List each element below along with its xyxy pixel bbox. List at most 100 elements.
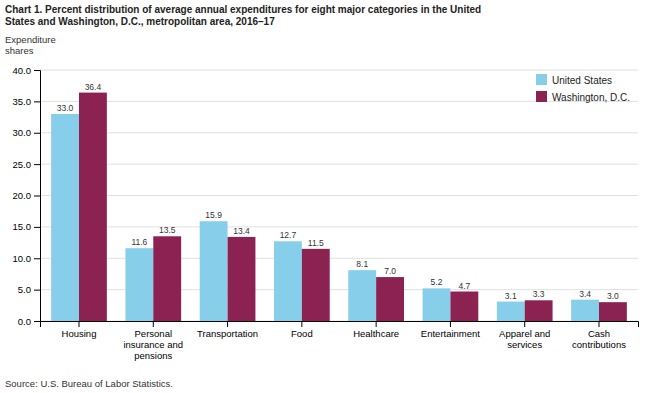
data-label: 3.1 [505, 291, 517, 301]
legend: United StatesWashington, D.C. [536, 74, 630, 103]
grid-line [40, 195, 638, 196]
x-tick: Entertainment [421, 321, 481, 339]
data-label: 33.0 [57, 103, 74, 113]
y-tick: 15.0 [13, 221, 41, 232]
y-tick-mark [34, 227, 40, 228]
grid-line [40, 70, 638, 71]
x-tick-label-line: services [507, 339, 542, 350]
y-tick: 5.0 [18, 284, 40, 295]
y-axis-title-line: shares [5, 45, 34, 56]
data-label: 15.9 [205, 210, 222, 220]
x-tick-label-line: Cash [588, 328, 610, 339]
x-tick-label: Healthcare [353, 328, 399, 339]
y-tick-mark [34, 164, 40, 165]
y-tick: 40.0 [13, 65, 41, 76]
x-tick-mark [79, 321, 80, 327]
plot: 33.011.615.912.78.15.23.13.436.413.513.4… [13, 65, 639, 361]
x-tick-label-line: Entertainment [421, 328, 481, 339]
x-tick-label-line: Food [291, 328, 313, 339]
bar [51, 114, 79, 321]
bar [450, 292, 478, 321]
y-tick: 0.0 [18, 316, 40, 327]
x-tick-label-line: Personal [135, 328, 173, 339]
x-tick-mark [599, 321, 600, 327]
grid-line [40, 226, 638, 227]
x-tick-label: Food [291, 328, 313, 339]
bar [376, 277, 404, 321]
x-tick: Housing [62, 321, 97, 339]
y-tick-mark [34, 258, 40, 259]
x-tick-label-line: Apparel and [499, 328, 550, 339]
x-tick-mark [301, 321, 302, 327]
y-axis-title-line: Expenditure [5, 34, 56, 45]
y-tick-mark [34, 196, 40, 197]
grid [40, 70, 638, 321]
data-label: 3.3 [533, 289, 545, 299]
annotation: Source: U.S. Bureau of Labor Statistics. [5, 378, 173, 389]
bar [497, 302, 525, 321]
y-tick-label: 10.0 [13, 253, 32, 264]
x-tick: Healthcare [353, 321, 399, 339]
bar [274, 241, 302, 321]
bar [423, 288, 451, 321]
y-tick: 20.0 [13, 190, 41, 201]
x-tick-label-line: pensions [134, 350, 172, 361]
data-label: 4.7 [458, 281, 470, 291]
y-tick-mark [34, 101, 40, 102]
x-tick-label: Apparel andservices [499, 328, 550, 350]
data-label: 36.4 [85, 82, 102, 92]
y-tick: 25.0 [13, 159, 41, 170]
data-label: 8.1 [356, 259, 368, 269]
x-tick-mark [376, 321, 377, 327]
x-tick-label-line: Housing [62, 328, 97, 339]
y-tick-label: 5.0 [18, 284, 31, 295]
data-label: 7.0 [384, 266, 396, 276]
x-tick-mark [524, 321, 525, 327]
legend-swatch [536, 91, 547, 102]
legend-label: Washington, D.C. [552, 92, 630, 103]
x-tick: Cashcontributions [572, 321, 626, 350]
data-label: 11.5 [308, 238, 324, 248]
data-label: 12.7 [280, 230, 297, 240]
data-label: 13.4 [233, 226, 250, 236]
x-tick-label-line: Healthcare [353, 328, 399, 339]
x-tick-label-line: insurance and [123, 339, 183, 350]
y-tick: 35.0 [13, 96, 41, 107]
y-tick-label: 15.0 [13, 221, 32, 232]
y-tick-label: 25.0 [13, 159, 32, 170]
y-tick-mark [34, 70, 40, 71]
y-tick-label: 35.0 [13, 96, 32, 107]
bar [125, 248, 153, 321]
data-label: 11.6 [131, 237, 147, 247]
bar [599, 302, 627, 321]
bar [153, 236, 181, 321]
chart: Chart 1. Percent distribution of average… [0, 0, 650, 393]
x-tick: Transportation [197, 321, 258, 339]
x-tick-label-line: contributions [572, 339, 626, 350]
grid-line [40, 164, 638, 165]
title: Chart 1. Percent distribution of average… [5, 4, 481, 27]
y-tick-label: 40.0 [13, 65, 32, 76]
y-tick-mark [34, 133, 40, 134]
title-line: States and Washington, D.C., metropolita… [5, 16, 275, 27]
x-axis: Housing Personalinsurance andpensions Tran… [41, 321, 639, 361]
bar [348, 270, 376, 321]
x-tick-mark [450, 321, 451, 327]
bar [79, 93, 107, 321]
bar-series [79, 93, 627, 321]
legend-item: Washington, D.C. [536, 91, 630, 103]
y-tick-mark [34, 321, 40, 322]
bar [200, 221, 228, 321]
data-label: 3.0 [607, 291, 619, 301]
y-axis: 0.05.010.015.020.025.030.035.040.0 [13, 65, 41, 327]
bars [51, 93, 627, 321]
data-label: 3.4 [579, 289, 591, 299]
x-tick: Apparel andservices [499, 321, 550, 350]
x-tick-label: Personalinsurance andpensions [123, 328, 183, 361]
x-tick-mark [153, 321, 154, 327]
bar-series [51, 114, 599, 321]
x-tick-label: Entertainment [421, 328, 481, 339]
x-tick: Food [291, 321, 313, 339]
grid-line [40, 101, 638, 102]
y-tick-mark [34, 290, 40, 291]
